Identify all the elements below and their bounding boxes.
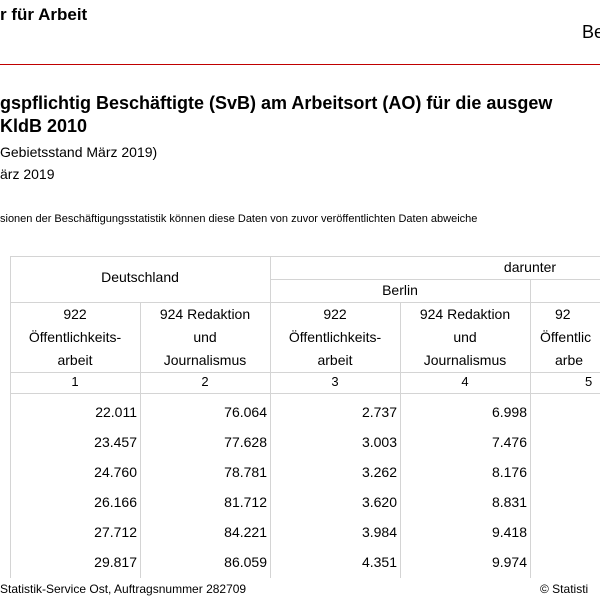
page-title-line2: KldB 2010: [0, 116, 88, 136]
table-cell: 3.003: [361, 434, 397, 450]
column-number: 5: [585, 374, 593, 389]
column-header-line: Öffentlichkeits-: [288, 329, 382, 345]
footer-copyright: © Statisti: [540, 582, 589, 596]
table-cell: 4.351: [361, 554, 397, 570]
table-gridline: [400, 302, 401, 578]
table-gridline: [530, 279, 531, 578]
column-header: 922 Öffentlichkeits- arbeit: [10, 303, 140, 372]
column-number: 1: [71, 374, 79, 389]
table-gridline: [270, 256, 271, 578]
column-header: 924 Redaktion und Journalismus: [400, 303, 530, 372]
column-header-line: arbeit: [317, 352, 353, 368]
column-header-line: 924 Redaktion: [419, 306, 511, 322]
table-cell: 27.712: [94, 524, 137, 540]
column-header-line: Journalismus: [423, 352, 507, 368]
table-cell: 6.998: [491, 404, 527, 420]
footer-source: Statistik-Service Ost, Auftragsnummer 28…: [0, 582, 247, 596]
header-divider: [0, 64, 600, 65]
table-cell: 3.262: [361, 464, 397, 480]
table-cell: 8.176: [491, 464, 527, 480]
table-cell: 8.831: [491, 494, 527, 510]
header-right-text: Be: [582, 22, 600, 42]
group-header-deutschland: Deutschland: [101, 269, 179, 285]
revision-note: sionen der Beschäftigungsstatistik könne…: [0, 213, 478, 225]
table-cell: 3.984: [361, 524, 397, 540]
column-header-line: 92: [555, 306, 571, 322]
subtitle-date: ärz 2019: [0, 166, 55, 182]
column-header-line: arbeit: [57, 352, 93, 368]
table-cell: 84.221: [224, 524, 267, 540]
column-header-line: arbe: [555, 352, 584, 368]
table-cell: 2.737: [361, 404, 397, 420]
group-header-darunter: darunter: [503, 259, 557, 275]
table-cell: 81.712: [224, 494, 267, 510]
table-cell: 26.166: [94, 494, 137, 510]
column-header-line: Journalismus: [163, 352, 247, 368]
column-header: 922 Öffentlichkeits- arbeit: [270, 303, 400, 372]
subgroup-header-berlin: Berlin: [382, 282, 418, 298]
table-cell: 76.064: [224, 404, 267, 420]
table-cell: 22.011: [95, 404, 137, 420]
table-cell: 23.457: [94, 434, 137, 450]
column-header-line: 922: [323, 306, 347, 322]
column-header-line: 924 Redaktion: [159, 306, 251, 322]
table-cell: 7.476: [491, 434, 527, 450]
table-cell: 86.059: [224, 554, 267, 570]
table-cell: 9.418: [491, 524, 527, 540]
column-header: 924 Redaktion und Journalismus: [140, 303, 270, 372]
column-header-line: und: [193, 329, 217, 345]
table-cell: 3.620: [361, 494, 397, 510]
table-gridline: [10, 256, 600, 257]
table-gridline: [10, 372, 600, 373]
column-header-line: 922: [63, 306, 87, 322]
org-name: r für Arbeit: [0, 5, 88, 24]
table-cell: 78.781: [224, 464, 267, 480]
column-number: 3: [331, 374, 339, 389]
table-cell: 77.628: [224, 434, 267, 450]
column-number: 2: [201, 374, 209, 389]
table-gridline: [140, 302, 141, 578]
table-cell: 24.760: [94, 464, 137, 480]
table-gridline: [10, 393, 600, 394]
table-gridline: [10, 256, 11, 578]
column-header-line: Öffentlic: [540, 329, 592, 345]
table-cell: 29.817: [94, 554, 137, 570]
table-gridline: [270, 279, 600, 280]
page-title: gspflichtig Beschäftigte (SvB) am Arbeit…: [0, 93, 553, 113]
column-header: 92 Öffentlic arbe: [535, 303, 600, 372]
subtitle-area: Gebietsstand März 2019): [0, 144, 158, 160]
table-cell: 9.974: [491, 554, 527, 570]
column-header-line: Öffentlichkeits-: [28, 329, 122, 345]
column-header-line: und: [453, 329, 477, 345]
column-number: 4: [461, 374, 469, 389]
table-gridline: [10, 302, 600, 303]
